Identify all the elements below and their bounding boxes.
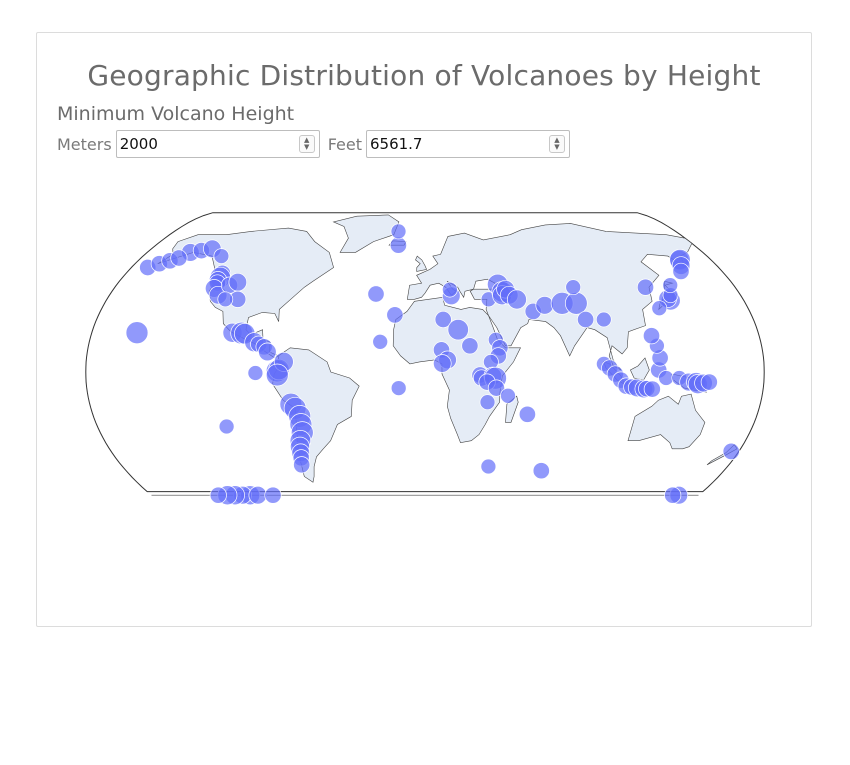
volcano-marker[interactable] <box>248 485 268 505</box>
volcano-marker[interactable] <box>217 291 234 308</box>
volcano-marker[interactable] <box>461 337 479 355</box>
meters-label: Meters <box>57 134 112 154</box>
feet-spinner[interactable]: ▲ ▼ <box>548 135 565 153</box>
meters-input[interactable] <box>116 132 290 156</box>
volcano-marker[interactable] <box>218 418 235 435</box>
spin-up-icon[interactable]: ▲ <box>303 136 310 144</box>
landmass <box>627 393 706 450</box>
volcano-marker[interactable] <box>643 380 661 398</box>
volcano-marker[interactable] <box>480 458 497 475</box>
volcano-marker[interactable] <box>293 456 311 474</box>
volcano-marker[interactable] <box>434 310 452 329</box>
volcano-marker[interactable] <box>658 370 674 386</box>
spin-down-icon[interactable]: ▼ <box>554 143 560 151</box>
volcano-marker[interactable] <box>247 365 264 381</box>
volcano-marker[interactable] <box>518 405 536 423</box>
volcano-marker[interactable] <box>389 236 407 254</box>
landmass <box>332 214 400 253</box>
volcano-marker[interactable] <box>564 291 588 315</box>
landmass <box>406 223 693 371</box>
volcano-marker[interactable] <box>636 278 655 296</box>
filter-heading: Minimum Volcano Height <box>57 103 295 125</box>
volcano-marker[interactable] <box>228 272 248 292</box>
volcano-marker[interactable] <box>532 462 550 480</box>
volcano-marker[interactable] <box>265 363 289 387</box>
volcano-markers <box>125 223 740 506</box>
volcano-marker[interactable] <box>595 311 612 328</box>
volcano-marker[interactable] <box>390 223 407 240</box>
volcano-marker[interactable] <box>258 342 277 362</box>
spin-up-icon[interactable]: ▲ <box>554 136 560 144</box>
volcano-marker[interactable] <box>642 327 661 345</box>
page-title: Geographic Distribution of Volcanoes by … <box>87 59 761 92</box>
height-filter-controls: Meters ▲ ▼ Feet ▲ ▼ <box>57 129 576 159</box>
volcano-marker[interactable] <box>367 285 385 303</box>
volcano-marker[interactable] <box>386 306 404 324</box>
volcano-marker[interactable] <box>264 486 282 504</box>
volcano-marker[interactable] <box>487 379 505 397</box>
landmass <box>630 357 650 381</box>
meters-field: ▲ ▼ <box>115 130 320 158</box>
volcano-marker[interactable] <box>390 380 407 396</box>
volcano-marker[interactable] <box>209 486 227 504</box>
meters-spinner[interactable]: ▲ ▼ <box>298 135 315 153</box>
volcano-marker[interactable] <box>447 319 469 341</box>
volcano-marker[interactable] <box>442 281 458 298</box>
volcano-marker[interactable] <box>125 321 149 345</box>
volcano-marker[interactable] <box>651 300 668 317</box>
volcano-marker[interactable] <box>170 249 188 267</box>
volcano-marker[interactable] <box>433 354 452 373</box>
feet-input[interactable] <box>366 132 540 156</box>
feet-field: ▲ ▼ <box>365 130 570 158</box>
volcano-marker[interactable] <box>565 279 582 296</box>
volcano-marker[interactable] <box>662 277 679 294</box>
spin-down-icon[interactable]: ▼ <box>303 143 310 151</box>
volcano-marker[interactable] <box>672 262 690 280</box>
volcano-marker[interactable] <box>506 289 527 310</box>
volcano-marker[interactable] <box>213 248 230 264</box>
volcano-marker[interactable] <box>722 442 740 460</box>
landmass <box>415 255 428 272</box>
volcano-marker[interactable] <box>372 333 389 350</box>
landmass <box>505 395 519 423</box>
volcano-marker[interactable] <box>479 394 496 411</box>
volcano-marker[interactable] <box>577 310 595 329</box>
volcano-marker[interactable] <box>664 486 682 504</box>
land-layer <box>151 214 738 496</box>
volcano-marker[interactable] <box>700 373 718 391</box>
feet-label: Feet <box>327 134 362 154</box>
volcano-marker[interactable] <box>500 387 516 404</box>
